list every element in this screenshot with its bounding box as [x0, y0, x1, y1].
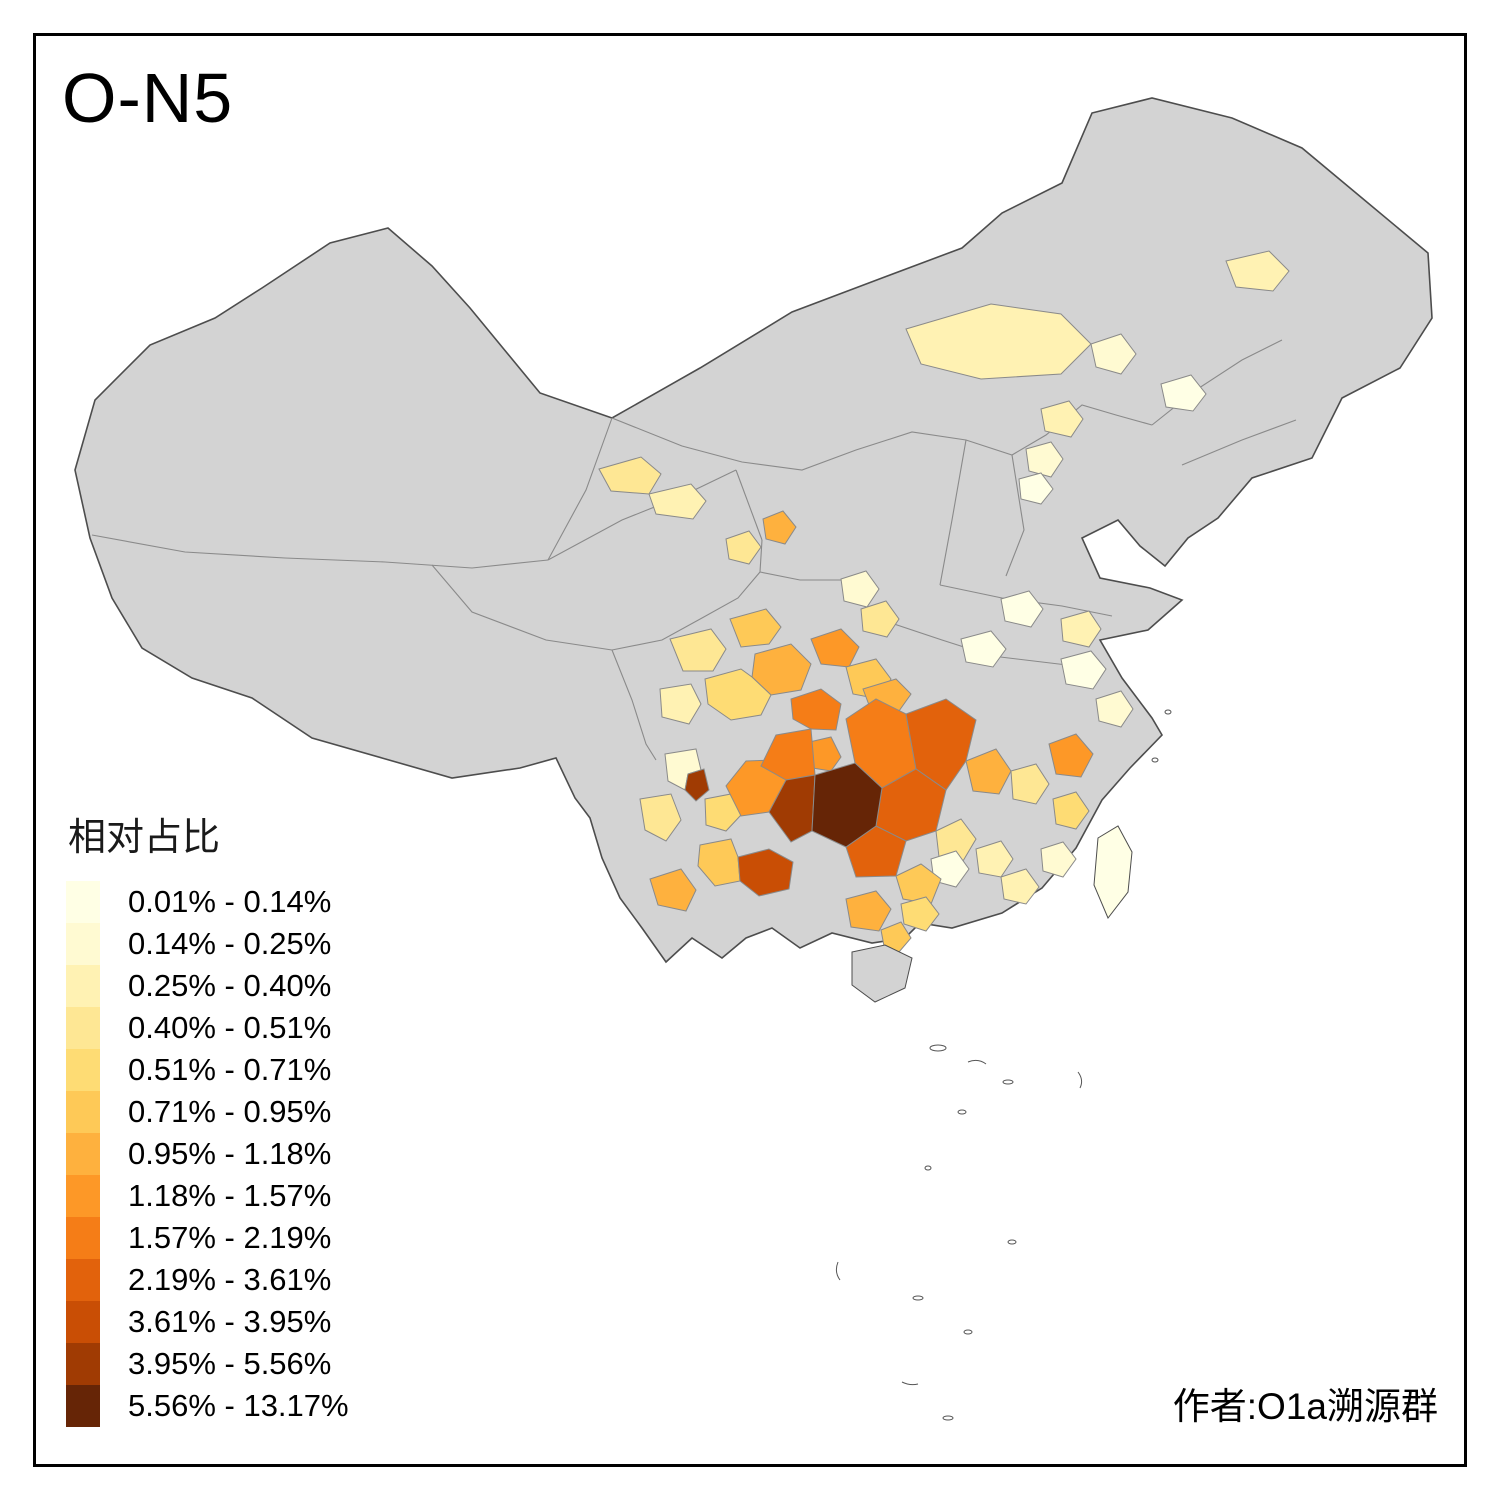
legend-item: 0.01% - 0.14%	[66, 881, 349, 923]
map-region	[659, 683, 702, 725]
map-region	[975, 840, 1014, 878]
map-region	[704, 668, 772, 721]
hainan-island	[851, 944, 913, 1003]
author-credit: 作者:O1a溯源群	[1172, 1386, 1438, 1427]
map-region	[1225, 250, 1290, 292]
map-region	[669, 628, 727, 672]
map-region	[790, 688, 842, 731]
map-region	[1000, 590, 1044, 628]
map-region	[1048, 733, 1094, 778]
legend-item: 0.25% - 0.40%	[66, 965, 349, 1007]
prefecture-regions	[598, 250, 1290, 953]
map-region	[768, 774, 816, 843]
legend-swatch	[66, 1301, 100, 1343]
province-borders	[91, 339, 1297, 761]
legend-swatch	[66, 1343, 100, 1385]
map-region	[935, 818, 977, 862]
map-region	[900, 896, 940, 932]
map-region	[684, 768, 710, 802]
legend-item: 0.71% - 0.95%	[66, 1091, 349, 1133]
map-region	[811, 762, 883, 848]
legend-swatch	[66, 881, 100, 923]
legend-label: 0.40% - 0.51%	[128, 1010, 332, 1045]
legend-swatch	[66, 1385, 100, 1427]
legend-label: 0.25% - 0.40%	[128, 968, 332, 1003]
map-region	[1060, 610, 1102, 648]
legend-label: 3.95% - 5.56%	[128, 1346, 332, 1381]
legend-label: 0.14% - 0.25%	[128, 926, 332, 961]
legend-item: 0.40% - 0.51%	[66, 1007, 349, 1049]
legend-item: 1.57% - 2.19%	[66, 1217, 349, 1259]
map-region	[840, 570, 880, 608]
map-region	[1052, 791, 1090, 830]
legend-label: 3.61% - 3.95%	[128, 1304, 332, 1339]
legend-swatch	[66, 1217, 100, 1259]
map-region	[895, 863, 942, 905]
legend-swatch	[66, 1091, 100, 1133]
legend-item: 1.18% - 1.57%	[66, 1175, 349, 1217]
legend-swatch	[66, 1049, 100, 1091]
map-region	[648, 483, 707, 520]
map-region	[704, 793, 742, 832]
legend-label: 0.71% - 0.95%	[128, 1094, 332, 1129]
legend-label: 1.57% - 2.19%	[128, 1220, 332, 1255]
legend-swatch	[66, 1007, 100, 1049]
legend-swatch	[66, 965, 100, 1007]
legend: 相对占比 0.01% - 0.14% 0.14% - 0.25% 0.25% -…	[66, 806, 349, 1427]
map-region	[845, 890, 892, 932]
legend-label: 0.95% - 1.18%	[128, 1136, 332, 1171]
plot-frame	[33, 33, 1467, 1467]
legend-label: 2.19% - 3.61%	[128, 1262, 332, 1297]
page-title: O-N5	[62, 59, 234, 137]
map-region	[639, 793, 682, 842]
legend-item: 0.14% - 0.25%	[66, 923, 349, 965]
south-china-sea-islets	[835, 709, 1172, 1421]
legend-swatch	[66, 1259, 100, 1301]
map-region	[1025, 441, 1064, 478]
map-region	[965, 748, 1012, 795]
legend-item: 0.95% - 1.18%	[66, 1133, 349, 1175]
map-region	[1160, 374, 1207, 412]
legend-item: 3.61% - 3.95%	[66, 1301, 349, 1343]
map-region	[598, 456, 662, 495]
map-region	[725, 530, 762, 565]
legend-item: 2.19% - 3.61%	[66, 1259, 349, 1301]
map-region	[1040, 841, 1077, 878]
map-region	[1000, 868, 1040, 905]
legend-label: 0.51% - 0.71%	[128, 1052, 332, 1087]
legend-label: 0.01% - 0.14%	[128, 884, 332, 919]
legend-item: 3.95% - 5.56%	[66, 1343, 349, 1385]
map-region	[729, 608, 782, 648]
map-region	[737, 848, 794, 897]
china-outline	[74, 97, 1433, 964]
map-region	[960, 630, 1007, 668]
map-region	[762, 510, 797, 545]
legend-swatch	[66, 1133, 100, 1175]
map-region	[1018, 472, 1054, 505]
legend-title: 相对占比	[68, 817, 221, 859]
map-region	[905, 303, 1092, 380]
map-region	[1060, 650, 1107, 690]
taiwan-island	[1093, 825, 1133, 919]
legend-item: 5.56% - 13.17%	[66, 1385, 349, 1427]
map-region	[810, 628, 860, 668]
map-region	[1090, 333, 1137, 375]
legend-swatch	[66, 1175, 100, 1217]
legend-label: 1.18% - 1.57%	[128, 1178, 332, 1213]
legend-swatch	[66, 923, 100, 965]
legend-item: 0.51% - 0.71%	[66, 1049, 349, 1091]
legend-label: 5.56% - 13.17%	[128, 1388, 349, 1423]
map-region	[1010, 763, 1050, 805]
map-region	[649, 868, 697, 912]
map-region	[880, 921, 912, 953]
map-region	[1040, 400, 1084, 438]
map-region	[860, 600, 900, 638]
map-region	[1095, 690, 1134, 728]
